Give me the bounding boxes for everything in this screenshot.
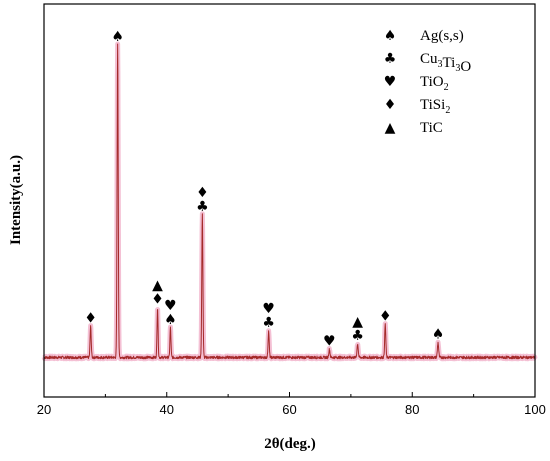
diamond-legend-icon: ♦ bbox=[384, 97, 397, 113]
club-marker: ♣ bbox=[196, 199, 209, 215]
club-legend-icon: ♣ bbox=[384, 51, 397, 67]
x-axis-ticks: 20 40 60 80 100 bbox=[37, 392, 546, 417]
x-axis-label: 2θ(deg.) bbox=[264, 436, 316, 452]
plot-area bbox=[41, 41, 538, 362]
x-tick-label: 100 bbox=[524, 402, 546, 417]
triangle-marker: ▲ bbox=[152, 277, 163, 293]
triangle-legend-icon: ▲ bbox=[385, 120, 396, 136]
club-marker: ♣ bbox=[351, 328, 364, 344]
triangle-marker: ▲ bbox=[352, 314, 363, 330]
legend-label: TiO2 bbox=[420, 74, 449, 93]
heart-marker: ♥ bbox=[164, 298, 177, 314]
legend: ♠ Ag(s,s) ♣ Cu3Ti3O ♥ TiO2 ♦ TiSi2 ▲ TiC bbox=[384, 28, 472, 136]
legend-label: TiSi2 bbox=[420, 97, 450, 116]
heart-marker: ♥ bbox=[323, 333, 336, 349]
x-tick-label: 20 bbox=[37, 402, 51, 417]
spade-marker: ♠ bbox=[164, 312, 177, 328]
x-tick-label: 40 bbox=[160, 402, 174, 417]
heart-legend-icon: ♥ bbox=[384, 74, 397, 90]
x-tick-label: 80 bbox=[405, 402, 419, 417]
legend-label: Ag(s,s) bbox=[420, 28, 464, 44]
xrd-pattern-line bbox=[43, 43, 536, 360]
spade-marker: ♠ bbox=[432, 327, 445, 343]
diamond-marker: ♦ bbox=[84, 311, 97, 327]
diamond-marker: ♦ bbox=[151, 291, 164, 307]
legend-label: TiC bbox=[420, 120, 443, 136]
spade-legend-icon: ♠ bbox=[384, 28, 397, 44]
legend-label: Cu3Ti3O bbox=[420, 51, 471, 75]
club-marker: ♣ bbox=[262, 315, 275, 331]
spade-marker: ♠ bbox=[111, 29, 124, 45]
x-tick-label: 60 bbox=[282, 402, 296, 417]
diamond-marker: ♦ bbox=[379, 308, 392, 324]
y-axis-label: Intensity(a.u.) bbox=[8, 155, 24, 245]
peak-annotations: ♦♠♦▲♠♥♣♦♣♥♥ ♣▲ ♦♠ bbox=[84, 29, 444, 349]
heart-marker: ♥ bbox=[262, 301, 275, 317]
diamond-marker: ♦ bbox=[196, 185, 209, 201]
